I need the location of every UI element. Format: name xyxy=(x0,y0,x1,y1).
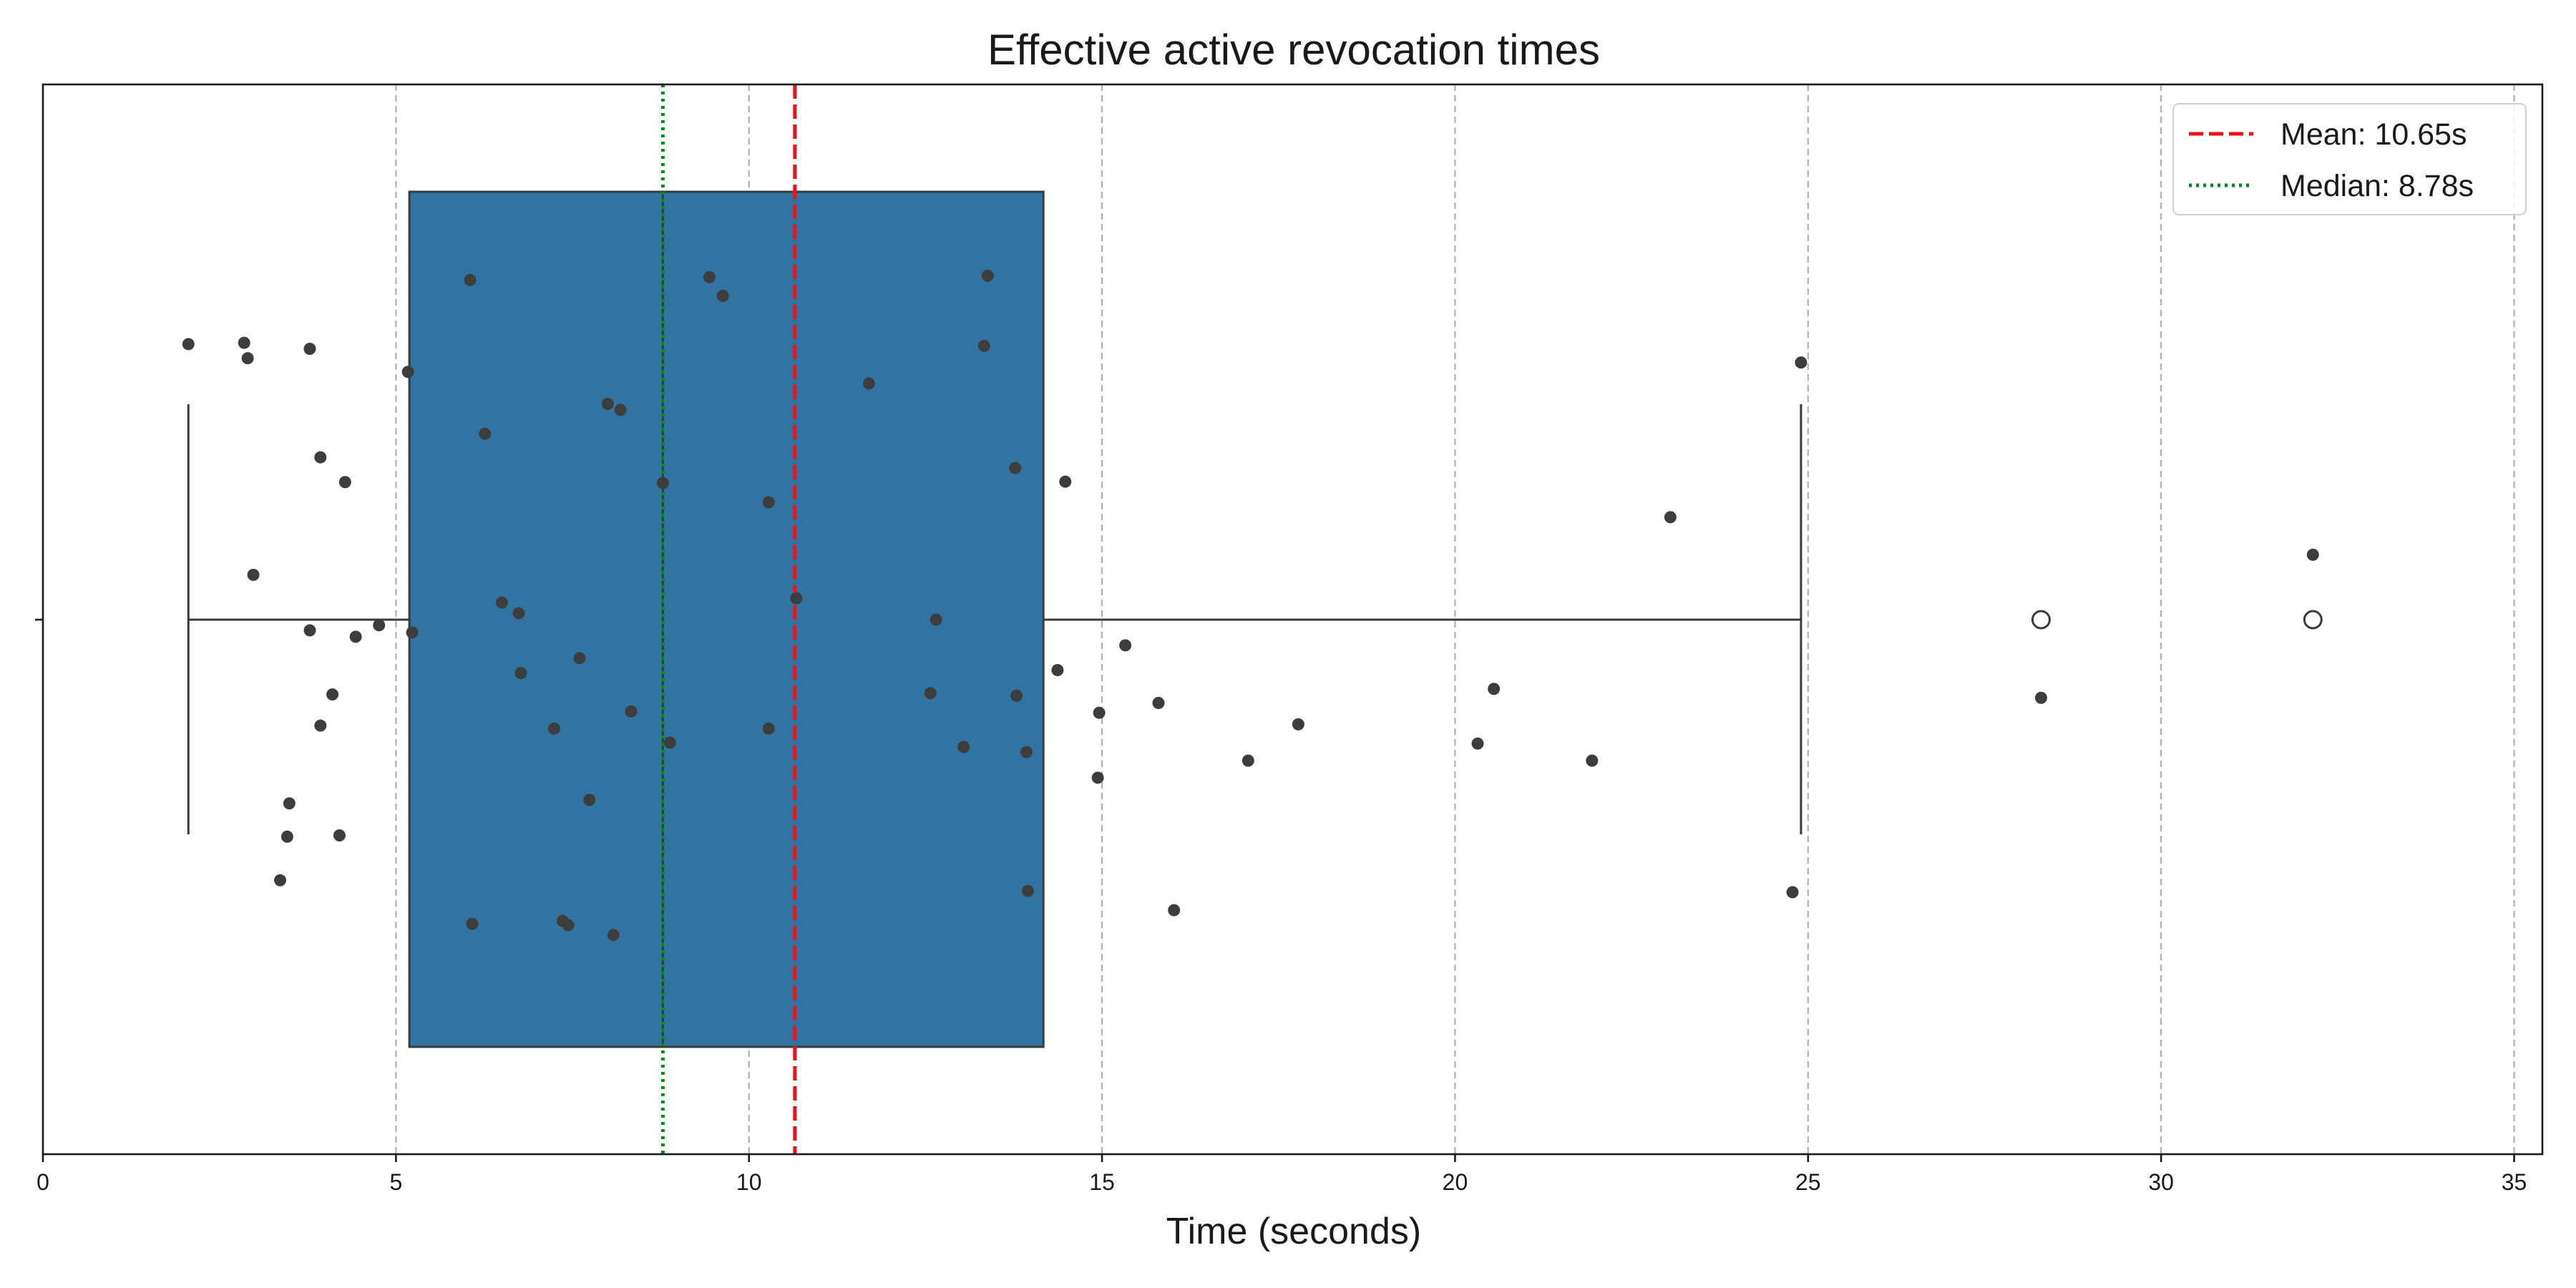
data-point xyxy=(2034,691,2047,704)
data-point xyxy=(924,687,937,700)
data-point xyxy=(326,688,339,701)
data-point xyxy=(1119,639,1132,652)
data-point xyxy=(1009,462,1022,474)
data-point xyxy=(656,477,669,489)
x-axis-label: Time (seconds) xyxy=(1166,1211,1421,1252)
data-point xyxy=(333,829,346,841)
data-point xyxy=(303,624,316,637)
data-point xyxy=(401,366,414,379)
legend: Mean: 10.65s Median: 8.78s xyxy=(2172,103,2527,215)
data-point xyxy=(930,613,942,626)
x-tick-label: 35 xyxy=(2502,1169,2527,1195)
data-point xyxy=(981,269,994,282)
data-point xyxy=(238,336,250,349)
x-tick-label: 30 xyxy=(2148,1169,2174,1195)
data-point xyxy=(514,667,527,680)
data-point xyxy=(573,652,586,665)
x-tick-label: 5 xyxy=(389,1169,402,1195)
data-point xyxy=(1168,904,1181,917)
data-point xyxy=(957,741,970,753)
x-tick-label: 15 xyxy=(1089,1169,1115,1195)
data-point xyxy=(977,339,990,352)
data-point xyxy=(716,289,729,302)
data-point xyxy=(338,476,351,489)
data-point xyxy=(274,874,287,887)
data-point xyxy=(762,722,775,735)
data-point xyxy=(512,607,525,620)
data-point xyxy=(464,273,477,286)
data-point xyxy=(1010,689,1023,702)
data-point xyxy=(1471,737,1484,750)
data-point xyxy=(495,596,508,609)
data-point xyxy=(1488,683,1501,696)
data-point xyxy=(862,377,875,390)
reference-lines xyxy=(660,84,797,1154)
data-point xyxy=(1664,511,1677,524)
data-point xyxy=(314,719,327,732)
legend-label: Median: 8.78s xyxy=(2280,169,2474,203)
data-point xyxy=(547,722,560,735)
data-point xyxy=(479,427,492,440)
x-tick-label: 0 xyxy=(36,1169,49,1195)
data-point xyxy=(280,830,293,843)
data-point xyxy=(303,343,316,356)
legend-label: Mean: 10.65s xyxy=(2280,117,2467,152)
data-point xyxy=(466,917,479,930)
data-point xyxy=(703,270,716,283)
strip-points xyxy=(182,269,2319,942)
outlier-point xyxy=(2303,610,2323,630)
data-point xyxy=(614,404,627,416)
data-point xyxy=(373,619,386,632)
data-point xyxy=(241,352,254,365)
outliers xyxy=(2031,610,2323,630)
data-point xyxy=(2306,548,2319,561)
data-point xyxy=(406,626,419,639)
data-point xyxy=(1152,696,1165,709)
data-point xyxy=(607,929,620,942)
data-point xyxy=(1021,884,1034,897)
data-point xyxy=(663,736,676,749)
data-point xyxy=(762,496,775,509)
legend-frame xyxy=(2172,103,2527,215)
data-point xyxy=(583,794,596,806)
data-point xyxy=(625,705,638,718)
box-iqr xyxy=(408,190,1045,1048)
x-axis: 0 5 10 15 20 25 30 35 xyxy=(35,618,2527,1195)
data-point xyxy=(314,451,327,464)
chart-title: Effective active revocation times xyxy=(987,26,1600,74)
data-point xyxy=(182,338,195,351)
data-point xyxy=(1795,356,1807,369)
x-tick-label: 20 xyxy=(1443,1169,1468,1195)
data-point xyxy=(283,797,296,810)
data-point xyxy=(1241,754,1254,767)
box-plot xyxy=(187,190,1802,1048)
data-point xyxy=(1051,663,1064,676)
data-point xyxy=(1292,718,1304,731)
data-point xyxy=(1093,706,1106,719)
data-point xyxy=(601,398,614,411)
data-point xyxy=(349,630,362,643)
outlier-point xyxy=(2031,610,2051,630)
data-point xyxy=(562,919,575,932)
data-point xyxy=(1091,771,1104,784)
x-tick-label: 25 xyxy=(1795,1169,1821,1195)
data-point xyxy=(1020,746,1033,758)
data-point xyxy=(790,592,803,605)
data-point xyxy=(247,568,260,581)
data-point xyxy=(1586,754,1599,767)
data-point xyxy=(1786,886,1799,899)
data-point xyxy=(1059,475,1072,488)
x-tick-label: 10 xyxy=(736,1169,762,1195)
